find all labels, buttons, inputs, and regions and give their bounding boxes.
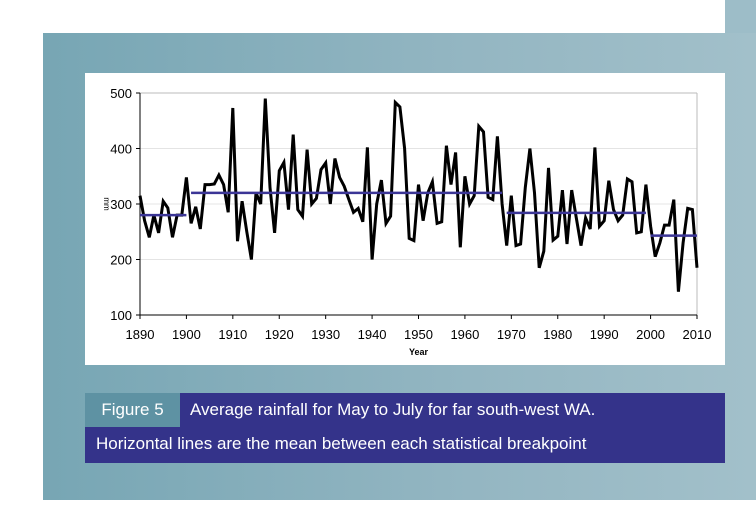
- figure-caption: Figure 5 Average rainfall for May to Jul…: [85, 393, 725, 463]
- x-tick-label: 1980: [543, 327, 572, 342]
- x-tick-label: 1890: [126, 327, 155, 342]
- x-tick-label: 1910: [218, 327, 247, 342]
- figure-label: Figure 5: [85, 393, 180, 427]
- x-tick-label: 2010: [683, 327, 712, 342]
- chart-box: 100 200 300 400 500 1890 1900 1910 1920 1930 1940 1…: [85, 73, 725, 365]
- x-tick-label: 1970: [497, 327, 526, 342]
- x-tick-label: 1940: [358, 327, 387, 342]
- y-tick-label: 400: [110, 142, 132, 157]
- x-tick-label: 1920: [265, 327, 294, 342]
- y-tick-label: 500: [110, 86, 132, 101]
- x-tick-label: 1950: [404, 327, 433, 342]
- x-tick-label: 1900: [172, 327, 201, 342]
- y-tick-label: 300: [110, 197, 132, 212]
- x-axis-label: Year: [409, 347, 429, 357]
- rainfall-chart: 100 200 300 400 500 1890 1900 1910 1920 1930 1940 1…: [102, 86, 712, 357]
- x-tick-label: 1930: [311, 327, 340, 342]
- y-tick-label: 200: [110, 253, 132, 268]
- x-tick-label: 2000: [636, 327, 665, 342]
- y-axis-label: mm: [102, 197, 111, 211]
- caption-line-2: Horizontal lines are the mean between ea…: [96, 434, 587, 453]
- x-tick-label: 1990: [590, 327, 619, 342]
- y-tick-label: 100: [110, 308, 132, 323]
- rainfall-series-line: [138, 98, 699, 292]
- caption-line-1: Average rainfall for May to July for far…: [190, 400, 596, 419]
- x-tick-label: 1960: [450, 327, 479, 342]
